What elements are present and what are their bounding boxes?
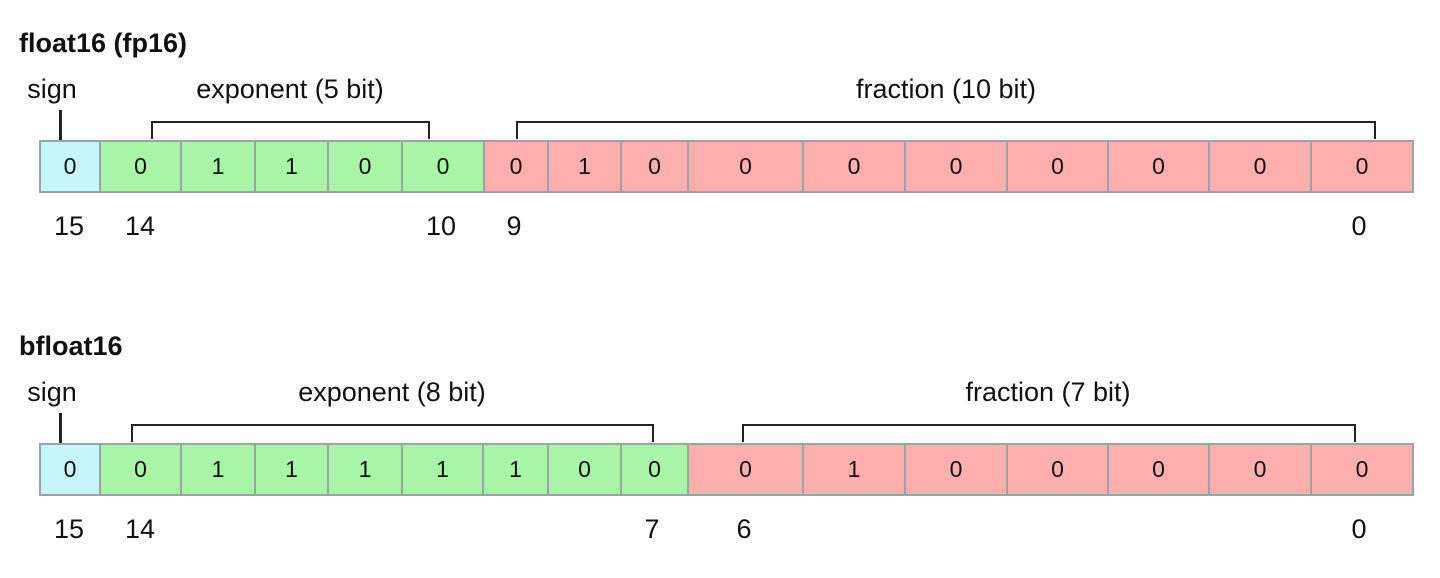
bf16-index-label: 0 — [1351, 514, 1367, 544]
fp16-bit-cell-fraction: 0 — [1210, 142, 1312, 191]
bf16-bit-cell-exponent: 1 — [403, 445, 484, 494]
bf16-bit-cell-fraction: 1 — [804, 445, 906, 494]
fp16-bit-cell-sign: 0 — [41, 142, 101, 191]
bf16-bit-cell-fraction: 0 — [906, 445, 1008, 494]
fp16-bit-cell-fraction: 0 — [804, 142, 906, 191]
fp16-bit-cell-fraction: 0 — [1008, 142, 1109, 191]
fp16-title: float16 (fp16) — [19, 28, 188, 58]
fp16-bit-cell-fraction: 0 — [906, 142, 1008, 191]
bf16-bit-cell-exponent: 1 — [256, 445, 329, 494]
fp16-bit-cell-fraction: 0 — [622, 142, 689, 191]
fp16-fraction-bracket — [516, 121, 1376, 139]
bf16-index-label: 15 — [53, 514, 85, 544]
fp16-bit-cell-exponent: 1 — [256, 142, 329, 191]
fp16-bit-cell-fraction: 0 — [1312, 142, 1414, 191]
bf16-sign-tick — [59, 413, 62, 443]
bf16-bit-cell-exponent: 0 — [101, 445, 182, 494]
bf16-bit-cell-exponent: 0 — [622, 445, 689, 494]
fp16-exponent-label: exponent (5 bit) — [196, 74, 384, 104]
fp16-index-label: 0 — [1351, 211, 1367, 241]
bf16-bit-cell-fraction: 0 — [1210, 445, 1312, 494]
fp16-bit-cell-exponent: 1 — [182, 142, 256, 191]
fp16-index-label: 9 — [506, 211, 522, 241]
bf16-bit-cell-exponent: 1 — [182, 445, 256, 494]
bf16-bit-cell-fraction: 0 — [1109, 445, 1210, 494]
fp16-exponent-bracket — [151, 121, 430, 139]
bf16-bit-cell-fraction: 0 — [1312, 445, 1414, 494]
bf16-fraction-label: fraction (7 bit) — [965, 377, 1131, 407]
bf16-exponent-label: exponent (8 bit) — [298, 377, 486, 407]
bf16-fraction-bracket — [742, 424, 1356, 442]
fp16-sign-tick — [59, 110, 62, 140]
bf16-bit-cell-exponent: 0 — [549, 445, 622, 494]
fp16-index-label: 15 — [53, 211, 85, 241]
fp16-bit-cell-exponent: 0 — [101, 142, 182, 191]
bf16-title: bfloat16 — [19, 331, 123, 361]
bf16-index-label: 6 — [736, 514, 752, 544]
bf16-bit-cell-sign: 0 — [41, 445, 101, 494]
fp16-fraction-label: fraction (10 bit) — [855, 74, 1037, 104]
fp16-index-label: 14 — [124, 211, 156, 241]
fp16-bit-cell-fraction: 0 — [1109, 142, 1210, 191]
fp16-index-label: 10 — [425, 211, 457, 241]
bf16-bit-cell-exponent: 1 — [484, 445, 549, 494]
fp16-sign-label: sign — [27, 74, 77, 104]
bf16-bit-cell-exponent: 1 — [329, 445, 403, 494]
bf16-bit-cell-fraction: 0 — [1008, 445, 1109, 494]
fp16-bit-cell-fraction: 0 — [689, 142, 804, 191]
bf16-index-label: 14 — [124, 514, 156, 544]
fp16-bit-cell-exponent: 0 — [403, 142, 485, 191]
fp16-bit-cell-exponent: 0 — [329, 142, 403, 191]
bf16-bit-cell-fraction: 0 — [689, 445, 804, 494]
bf16-index-label: 7 — [644, 514, 660, 544]
fp16-bit-cell-fraction: 0 — [485, 142, 549, 191]
bf16-exponent-bracket — [131, 424, 654, 442]
fp16-bit-cell-fraction: 1 — [549, 142, 622, 191]
bf16-sign-label: sign — [27, 377, 77, 407]
